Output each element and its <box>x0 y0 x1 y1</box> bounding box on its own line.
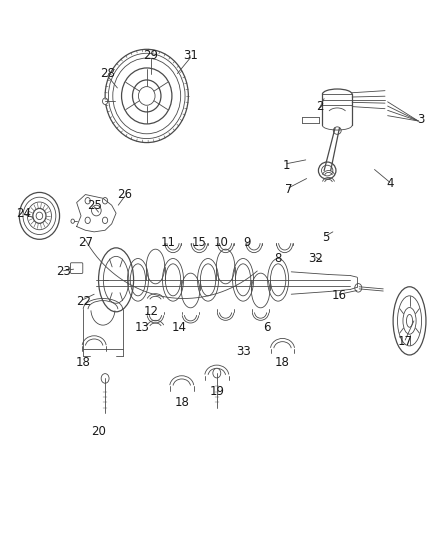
Text: 18: 18 <box>275 356 290 369</box>
Text: 7: 7 <box>285 183 293 196</box>
Text: 18: 18 <box>174 396 189 409</box>
FancyBboxPatch shape <box>71 263 83 273</box>
Text: 6: 6 <box>263 321 271 334</box>
Text: 29: 29 <box>144 50 159 62</box>
Text: 16: 16 <box>332 289 347 302</box>
Text: 10: 10 <box>214 236 229 249</box>
Text: 5: 5 <box>323 231 330 244</box>
Text: 18: 18 <box>76 356 91 369</box>
Text: 3: 3 <box>417 114 424 126</box>
Text: 27: 27 <box>78 236 93 249</box>
Text: 14: 14 <box>172 321 187 334</box>
Text: 32: 32 <box>308 252 323 265</box>
Circle shape <box>101 374 109 383</box>
Circle shape <box>102 98 108 104</box>
Text: 23: 23 <box>56 265 71 278</box>
Text: 33: 33 <box>236 345 251 358</box>
Text: 25: 25 <box>87 199 102 212</box>
Text: 24: 24 <box>17 207 32 220</box>
Text: 31: 31 <box>183 50 198 62</box>
Circle shape <box>355 284 362 292</box>
Text: 15: 15 <box>192 236 207 249</box>
Text: 8: 8 <box>275 252 282 265</box>
Text: 4: 4 <box>386 177 394 190</box>
Text: 28: 28 <box>100 67 115 80</box>
Text: 22: 22 <box>76 295 91 308</box>
Text: 20: 20 <box>91 425 106 438</box>
Text: 19: 19 <box>209 385 224 398</box>
Text: 12: 12 <box>144 305 159 318</box>
Text: 26: 26 <box>117 188 132 201</box>
Text: 11: 11 <box>161 236 176 249</box>
Circle shape <box>213 368 221 378</box>
Text: 9: 9 <box>244 236 251 249</box>
Text: 13: 13 <box>135 321 150 334</box>
Text: 1: 1 <box>283 159 291 172</box>
Text: 17: 17 <box>398 335 413 348</box>
Text: 2: 2 <box>316 100 324 113</box>
